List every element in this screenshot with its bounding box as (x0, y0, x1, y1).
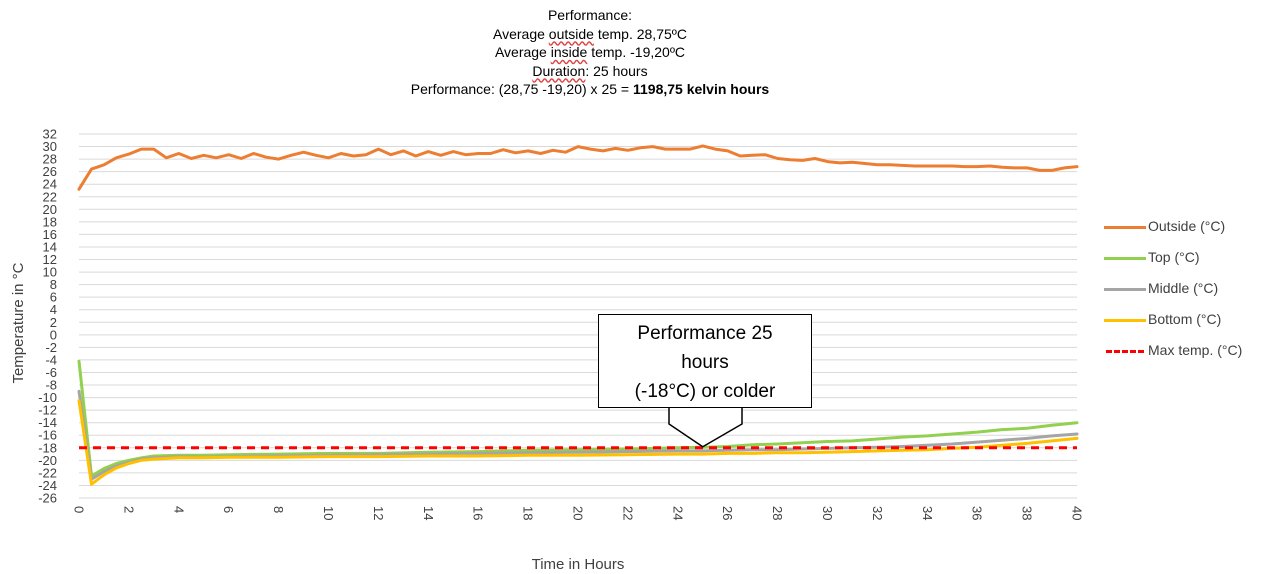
title-line-3: Average inside temp. -19,20ºC (494, 44, 686, 60)
series-line (77, 359, 1079, 478)
x-tick-label: 12 (371, 506, 386, 520)
x-tick-label: 30 (820, 506, 835, 520)
x-tick-label: 2 (121, 506, 136, 513)
x-tick-label: 10 (321, 506, 336, 520)
title-line-5: Performance: (28,75 -19,20) x 25 = 1198,… (410, 81, 770, 97)
y-tick-label: 8 (50, 277, 57, 292)
y-tick-label: 32 (43, 127, 57, 142)
y-tick-label: 14 (43, 239, 57, 254)
x-tick-label: 32 (870, 506, 885, 520)
series-line (77, 144, 1079, 191)
y-tick-label: 20 (43, 202, 57, 217)
x-axis-label: Time in Hours (532, 556, 625, 573)
legend-label: Middle (°C) (1148, 280, 1219, 296)
legend-label: Outside (°C) (1148, 218, 1226, 234)
y-tick-label: -22 (38, 465, 57, 480)
y-tick-label: -18 (38, 440, 57, 455)
y-tick-label: 30 (43, 139, 57, 154)
x-tick-label: 0 (72, 506, 87, 513)
y-tick-label: -12 (38, 403, 57, 418)
series-line (77, 399, 1079, 486)
y-tick-label: -16 (38, 428, 57, 443)
x-tick-label: 14 (421, 506, 436, 520)
legend-item: Bottom (°C) (1104, 311, 1270, 329)
y-tick-label: 2 (50, 315, 57, 330)
callout-line-2: hours (681, 352, 729, 373)
legend-swatch (1104, 226, 1146, 229)
y-tick-label: 24 (43, 177, 57, 192)
y-axis-label: Temperature in °C (10, 262, 27, 383)
legend-swatch (1104, 288, 1146, 291)
y-tick-label: -24 (38, 478, 57, 493)
y-tick-label: -10 (38, 390, 57, 405)
x-tick-label: 34 (920, 506, 935, 520)
x-tick-label: 22 (620, 506, 635, 520)
x-tick-label: 20 (571, 506, 586, 520)
y-tick-label: 16 (43, 227, 57, 242)
y-tick-label: -26 (38, 491, 57, 506)
x-axis-ticks: 0 2 4 6 8 10 12 14 16 18 20 22 24 26 28 30 32 34 36 38 40 (72, 506, 1085, 520)
grid-lines (79, 133, 1077, 499)
y-tick-label: 26 (43, 164, 57, 179)
legend-label: Max temp. (°C) (1148, 342, 1243, 358)
x-tick-label: 26 (720, 506, 735, 520)
y-axis-ticks: 32302826242220181614121086420-2-4-6-8-10… (38, 127, 57, 506)
legend-item: Outside (°C) (1104, 218, 1270, 236)
legend-swatch (1106, 350, 1144, 353)
x-tick-label: 38 (1020, 506, 1035, 520)
performance-callout: Performance 25 hours (-18°C) or colder (598, 314, 812, 408)
callout-arrow (668, 407, 743, 448)
legend-swatch (1104, 257, 1146, 260)
y-tick-label: 18 (43, 214, 57, 229)
legend-label: Top (°C) (1148, 249, 1200, 265)
y-tick-label: 22 (43, 189, 57, 204)
y-tick-label: -2 (45, 340, 57, 355)
x-tick-label: 8 (271, 506, 286, 513)
chart-title: Performance: Average outside temp. 28,75… (0, 6, 1180, 99)
y-tick-label: 10 (43, 265, 57, 280)
legend-item: Top (°C) (1104, 249, 1270, 267)
x-tick-label: 18 (521, 506, 536, 520)
y-tick-label: -4 (45, 352, 57, 367)
x-tick-label: 4 (171, 506, 186, 513)
y-tick-label: 12 (43, 252, 57, 267)
y-tick-label: 4 (50, 302, 57, 317)
y-tick-label: 6 (50, 290, 57, 305)
title-line-1: Performance: (547, 7, 633, 23)
callout-line-1: Performance 25 (637, 323, 773, 344)
y-tick-label: 28 (43, 152, 57, 167)
x-tick-label: 24 (670, 506, 685, 520)
y-tick-label: -8 (45, 378, 57, 393)
x-tick-label: 6 (221, 506, 236, 513)
y-tick-label: -14 (38, 415, 57, 430)
x-tick-label: 28 (770, 506, 785, 520)
y-tick-label: 0 (50, 327, 57, 342)
legend-label: Bottom (°C) (1148, 311, 1222, 327)
x-tick-label: 40 (1070, 506, 1085, 520)
legend-item: Middle (°C) (1104, 280, 1270, 298)
series-layer (77, 144, 1079, 486)
legend-swatch (1104, 319, 1146, 322)
y-tick-label: -20 (38, 453, 57, 468)
y-tick-label: -6 (45, 365, 57, 380)
legend-item: Max temp. (°C) (1104, 342, 1270, 360)
x-tick-label: 36 (970, 506, 985, 520)
x-tick-label: 16 (471, 506, 486, 520)
callout-arrow-outline (668, 408, 743, 448)
title-line-4: Duration: 25 hours (532, 62, 648, 79)
title-line-2: Average outside temp. 28,75ºC (493, 25, 687, 42)
callout-arrow-fill (669, 407, 742, 447)
callout-line-3: (-18°C) or colder (634, 381, 776, 402)
